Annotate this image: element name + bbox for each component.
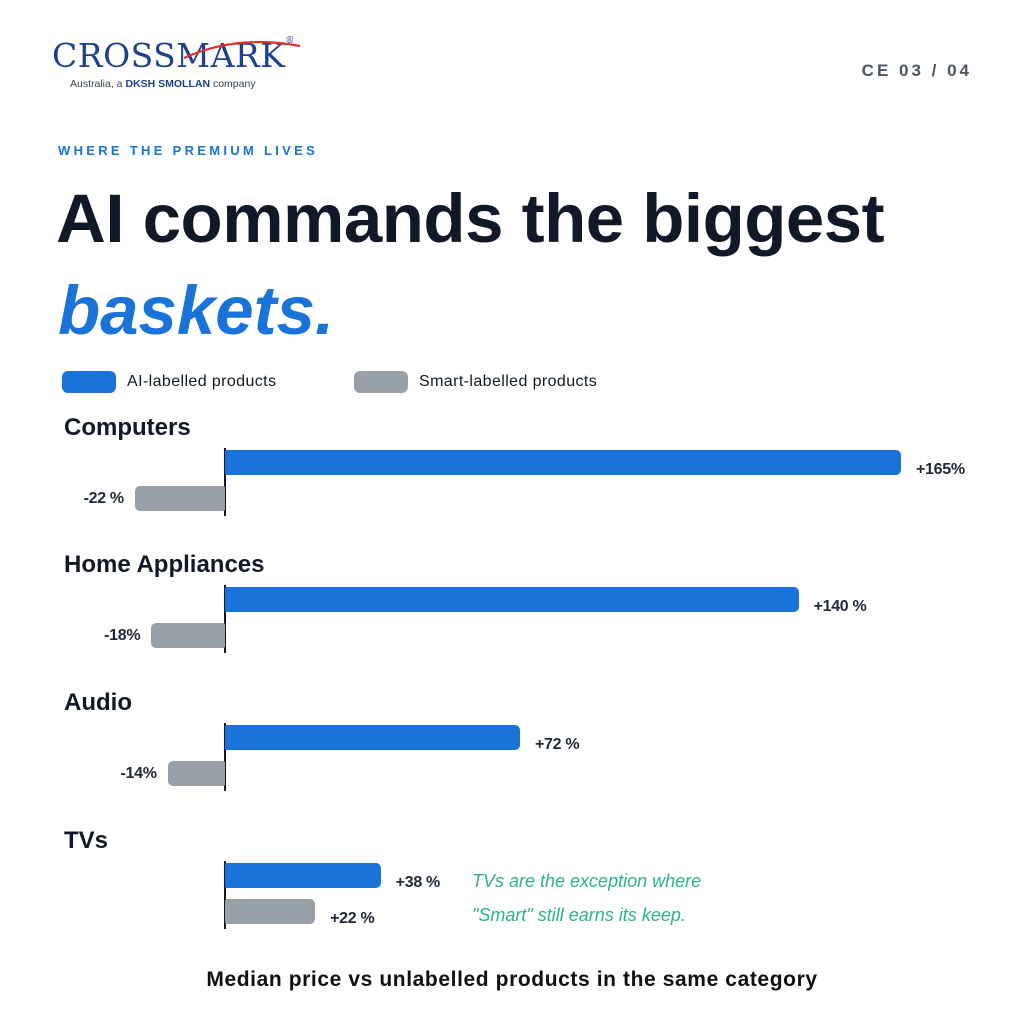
headline-line2: baskets. — [58, 272, 335, 349]
chart-caption: Median price vs unlabelled products in t… — [206, 968, 818, 991]
bar-ai — [225, 450, 901, 475]
category-label: Home Appliances — [64, 551, 265, 578]
bar-smart — [225, 899, 316, 924]
category-label: Computers — [64, 414, 191, 441]
data-label: +22 % — [330, 910, 375, 927]
data-label: -22 % — [83, 490, 125, 507]
crossmark-logo: CROSSMARK® Australia, a DKSH SMOLLAN com… — [52, 36, 312, 96]
data-label: +140 % — [813, 598, 867, 615]
bar-ai — [225, 725, 520, 750]
legend-label: AI-labelled products — [127, 373, 277, 390]
eyebrow-label: WHERE THE PREMIUM LIVES — [58, 143, 319, 158]
bar-smart — [151, 623, 225, 648]
bar-ai — [225, 587, 799, 612]
legend-item-ai: AI-labelled products — [62, 371, 276, 393]
annotation-line-2: "Smart" still earns its keep. — [472, 905, 686, 925]
legend-swatch — [62, 371, 116, 393]
zero-axis-line — [224, 861, 226, 929]
category-label: Audio — [64, 689, 132, 716]
logo-subtitle: Australia, a DKSH SMOLLAN company — [70, 78, 256, 90]
legend-swatch — [354, 371, 408, 393]
annotation-line-1: TVs are the exception where — [472, 871, 702, 891]
zero-axis-line — [224, 585, 226, 653]
bar-smart — [134, 486, 225, 511]
legend-label: Smart-labelled products — [419, 373, 598, 390]
data-label: -14% — [120, 765, 157, 782]
zero-axis-line — [224, 448, 226, 516]
data-label: +72 % — [534, 736, 580, 753]
data-label: +165% — [916, 461, 965, 478]
category-label: TVs — [64, 827, 109, 854]
zero-axis-line — [224, 723, 226, 791]
data-label: +38 % — [395, 874, 441, 891]
data-label: -18% — [104, 627, 141, 644]
bar-ai — [225, 863, 381, 888]
headline-line1: AI commands the biggest — [56, 180, 885, 257]
legend-item-smart: Smart-labelled products — [354, 371, 597, 393]
bar-smart — [167, 761, 225, 786]
page-number: CE 03 / 04 — [861, 61, 972, 80]
logo-swoosh-icon — [183, 40, 301, 60]
